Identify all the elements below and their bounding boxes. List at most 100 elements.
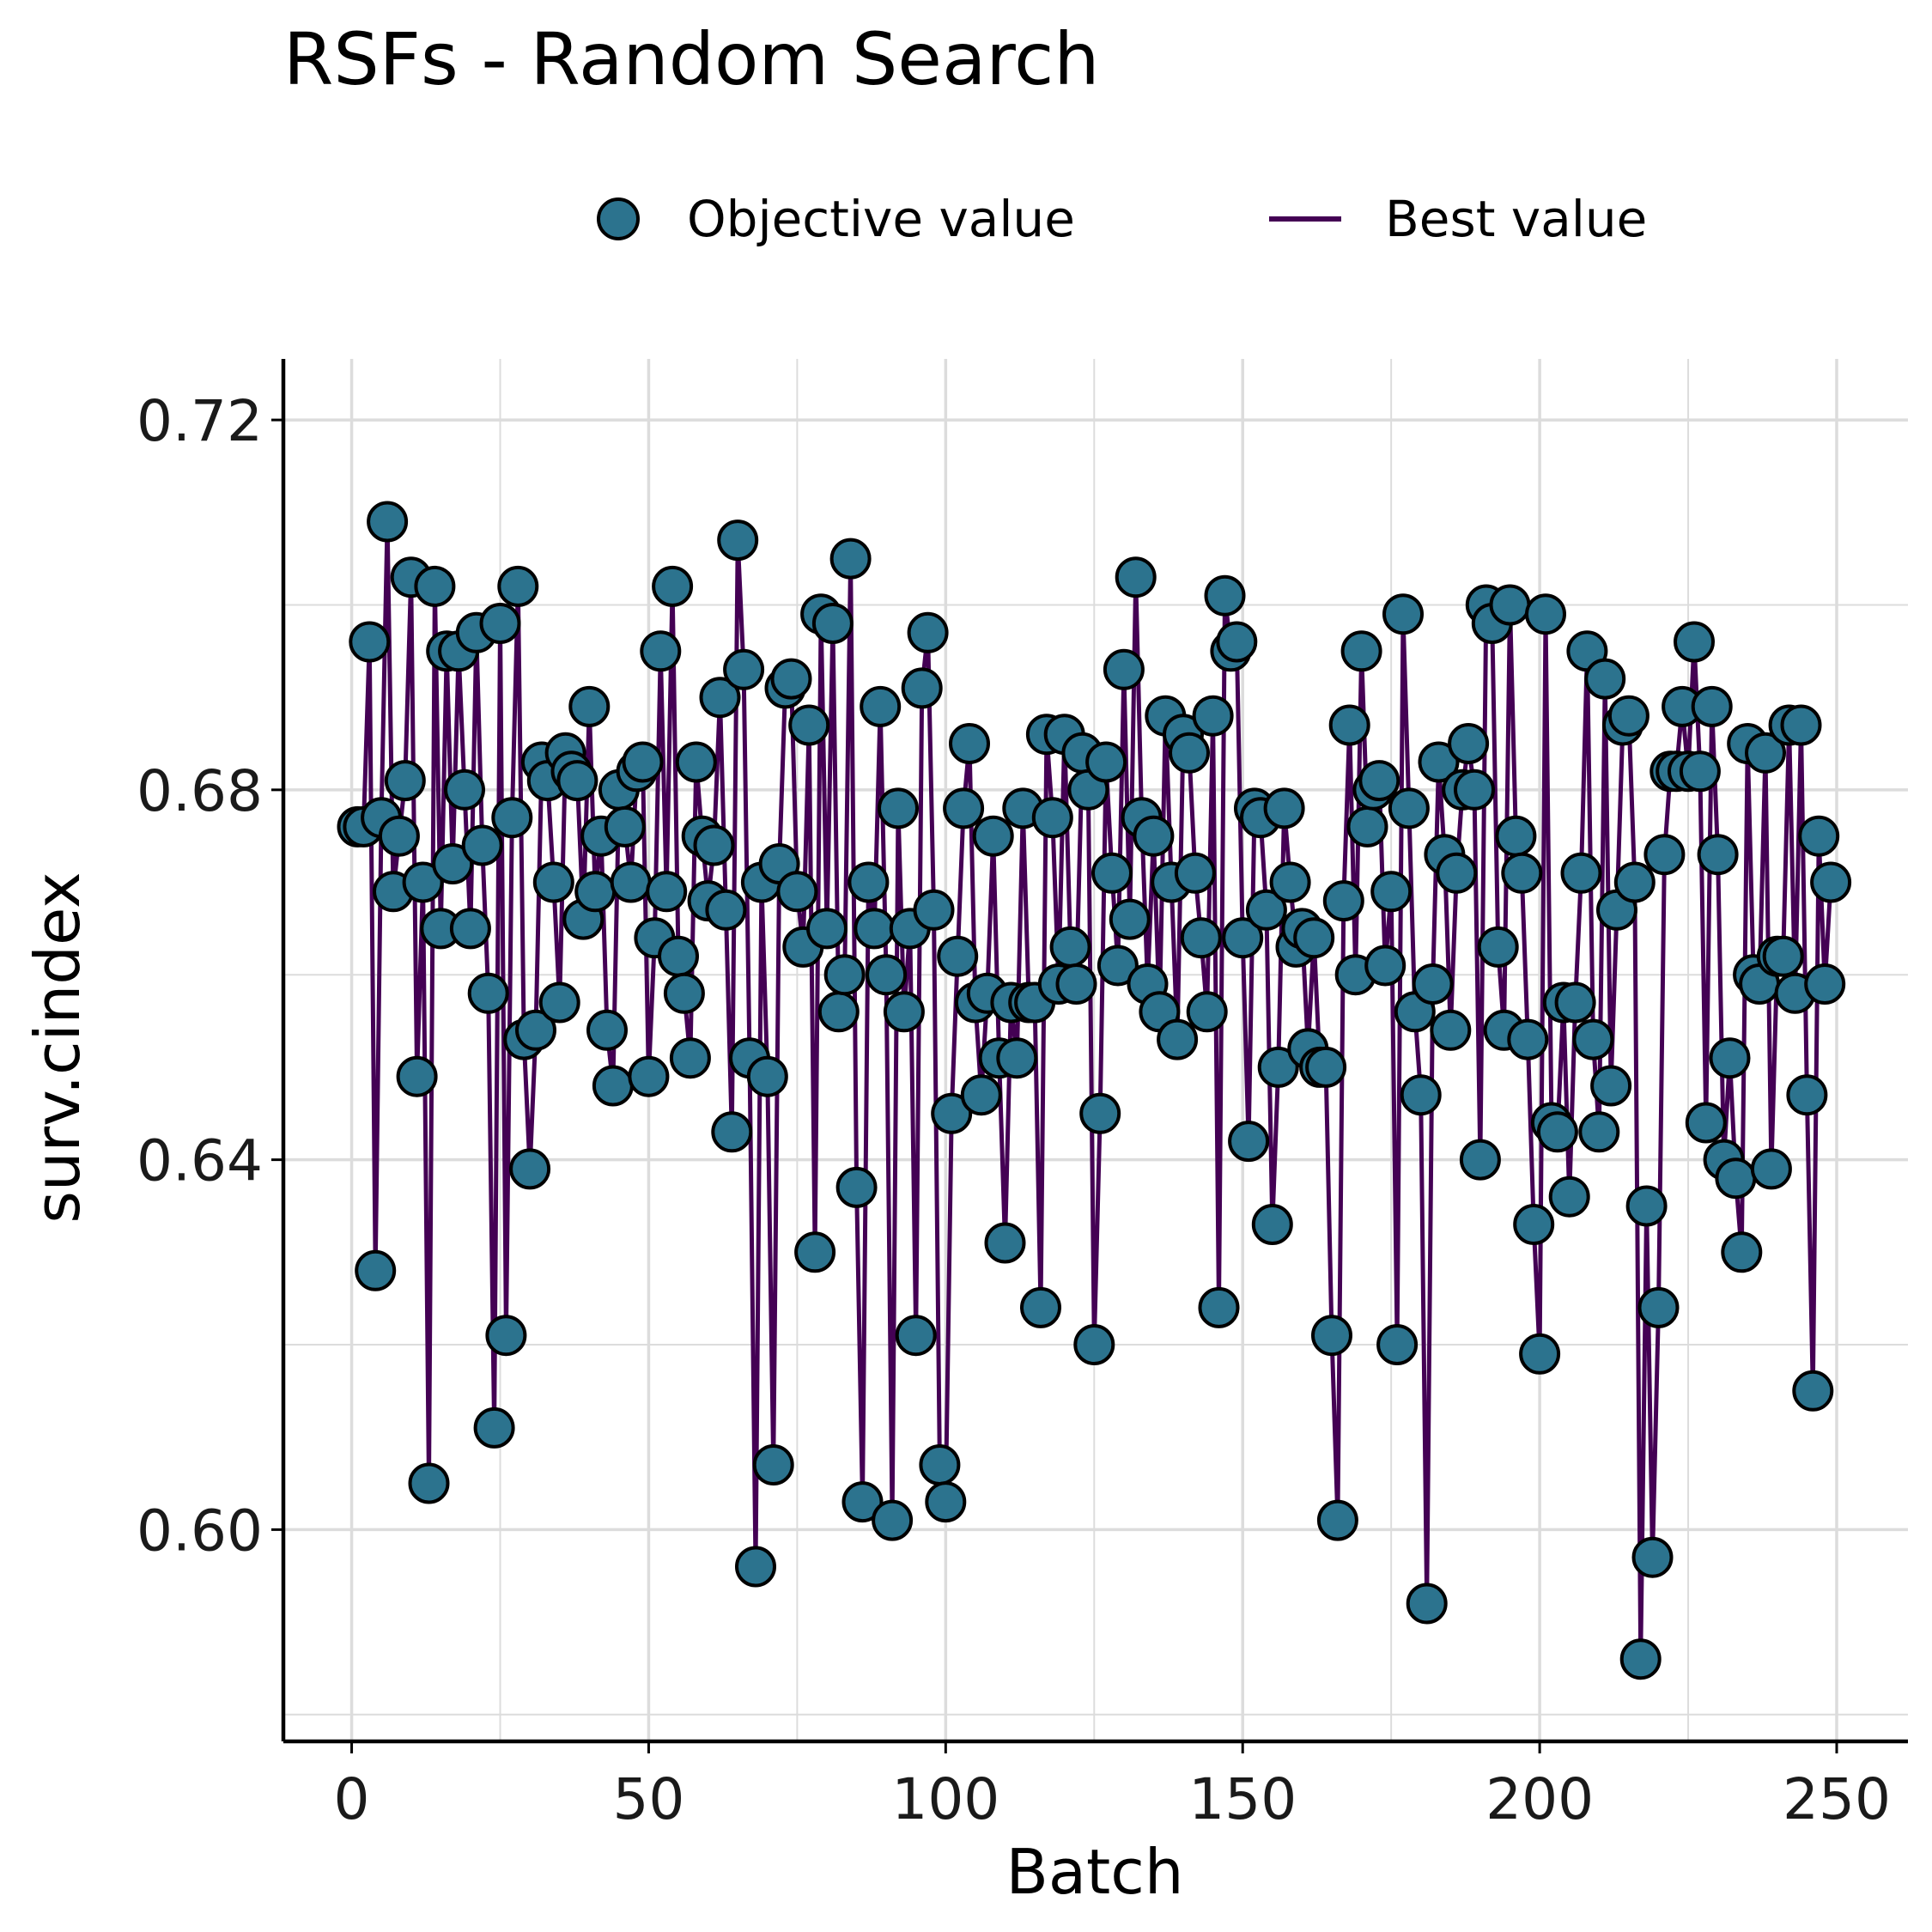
y-tick-label: 0.64 bbox=[137, 1128, 263, 1194]
data-point bbox=[1745, 732, 1786, 774]
data-point bbox=[378, 815, 420, 857]
data-point bbox=[1370, 871, 1413, 913]
data-point bbox=[1554, 981, 1596, 1024]
data-point bbox=[1079, 1092, 1121, 1134]
data-point bbox=[1715, 1157, 1757, 1200]
data-point bbox=[1459, 1139, 1501, 1181]
data-point bbox=[1222, 917, 1264, 959]
data-point bbox=[1382, 593, 1424, 635]
data-point bbox=[723, 648, 765, 690]
data-point bbox=[943, 787, 985, 829]
data-point bbox=[449, 908, 491, 950]
data-point bbox=[1798, 815, 1840, 857]
legend-item-best: Best value bbox=[1267, 172, 1647, 266]
data-point bbox=[829, 538, 872, 580]
x-tick-label: 100 bbox=[891, 1766, 999, 1832]
data-point bbox=[414, 565, 456, 607]
data-point bbox=[907, 611, 949, 653]
data-point bbox=[1619, 1638, 1662, 1680]
data-point bbox=[1697, 834, 1739, 876]
data-point bbox=[693, 824, 735, 866]
data-point bbox=[628, 1055, 670, 1097]
data-point bbox=[1560, 852, 1602, 894]
data-point bbox=[823, 954, 866, 996]
data-point bbox=[901, 667, 943, 709]
data-point bbox=[491, 797, 533, 839]
data-point bbox=[931, 1092, 973, 1134]
data-point bbox=[1613, 861, 1656, 903]
data-point bbox=[1810, 861, 1852, 903]
data-point bbox=[532, 861, 574, 903]
data-point bbox=[1780, 704, 1822, 746]
data-point bbox=[841, 1481, 884, 1523]
data-point bbox=[1477, 926, 1519, 968]
data-point bbox=[1631, 1536, 1674, 1578]
data-point bbox=[1180, 917, 1222, 959]
data-point bbox=[1364, 945, 1406, 987]
legend-line-swatch bbox=[1269, 216, 1341, 222]
axes bbox=[271, 359, 1908, 1753]
x-tick-label: 0 bbox=[334, 1766, 370, 1832]
data-point bbox=[878, 787, 919, 829]
data-point bbox=[1020, 1286, 1061, 1328]
data-point bbox=[663, 972, 705, 1014]
data-point bbox=[408, 1462, 450, 1504]
data-point bbox=[485, 1315, 527, 1357]
data-point bbox=[467, 972, 509, 1014]
data-point bbox=[1590, 1065, 1632, 1107]
data-point bbox=[1501, 852, 1543, 894]
data-point bbox=[1572, 1018, 1614, 1060]
x-tick-label: 250 bbox=[1783, 1766, 1891, 1832]
data-point bbox=[711, 1111, 753, 1153]
data-point bbox=[913, 889, 955, 931]
data-point bbox=[1346, 805, 1388, 848]
legend-item-objective: Objective value bbox=[592, 172, 1075, 266]
x-tick-label: 200 bbox=[1485, 1766, 1594, 1832]
legend: Objective value Best value bbox=[0, 172, 1932, 266]
data-point bbox=[1412, 963, 1454, 1005]
data-point bbox=[1257, 1046, 1299, 1088]
data-point bbox=[705, 889, 747, 931]
data-point bbox=[1322, 880, 1364, 922]
data-point bbox=[1103, 648, 1145, 690]
data-point bbox=[1228, 1121, 1270, 1163]
data-point bbox=[860, 685, 902, 727]
data-point bbox=[854, 908, 896, 950]
data-point bbox=[1169, 732, 1210, 774]
data-point bbox=[1418, 741, 1460, 783]
data-point bbox=[1400, 1074, 1442, 1116]
data-point bbox=[1204, 574, 1246, 617]
data-point bbox=[788, 704, 830, 746]
data-point bbox=[1436, 852, 1478, 894]
data-point bbox=[1085, 741, 1127, 783]
data-point bbox=[817, 991, 860, 1033]
data-point bbox=[984, 1222, 1026, 1264]
data-point bbox=[396, 1055, 438, 1097]
data-point bbox=[806, 908, 848, 950]
data-point bbox=[883, 991, 925, 1033]
data-point bbox=[1406, 1583, 1448, 1625]
data-point bbox=[1495, 815, 1537, 857]
data-point bbox=[1709, 1037, 1751, 1079]
data-point bbox=[1519, 1333, 1561, 1375]
data-point bbox=[996, 1037, 1038, 1079]
data-point bbox=[1157, 1018, 1199, 1060]
data-point bbox=[402, 861, 444, 903]
data-point bbox=[509, 1148, 551, 1190]
data-point bbox=[1691, 685, 1733, 727]
data-point bbox=[811, 603, 854, 644]
data-point bbox=[1804, 963, 1846, 1005]
data-point bbox=[925, 1481, 967, 1523]
data-point bbox=[746, 1055, 788, 1097]
data-point bbox=[1388, 787, 1430, 829]
chart-title: RSFs - Random Search bbox=[283, 17, 1100, 101]
data-point bbox=[1525, 593, 1566, 635]
data-point bbox=[1762, 935, 1804, 977]
data-point bbox=[1548, 1176, 1590, 1218]
data-point bbox=[592, 1065, 634, 1107]
y-tick-label: 0.60 bbox=[137, 1498, 263, 1564]
x-tick-label: 50 bbox=[612, 1766, 684, 1832]
data-point bbox=[669, 1037, 711, 1079]
y-tick-label: 0.68 bbox=[137, 758, 263, 824]
